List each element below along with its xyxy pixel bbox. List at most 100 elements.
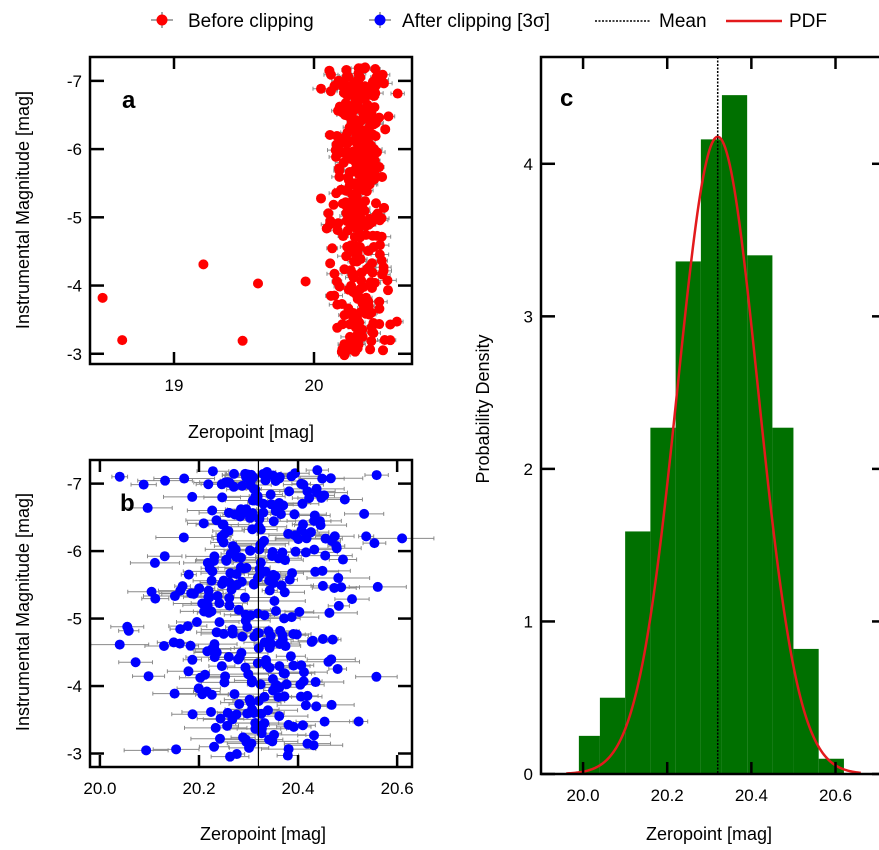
data-point [182, 621, 193, 632]
data-point [296, 660, 307, 671]
data-point [294, 606, 305, 617]
data-point [286, 471, 297, 482]
data-point [300, 700, 311, 711]
data-point [379, 202, 390, 213]
data-point [216, 531, 227, 542]
data-point [351, 76, 362, 87]
y-tick-label: -4 [67, 277, 82, 296]
data-point [279, 668, 290, 679]
data-point [114, 471, 125, 482]
data-point [269, 596, 280, 607]
data-point [278, 500, 289, 511]
data-point [268, 516, 279, 527]
data-point [365, 344, 376, 355]
data-point [215, 713, 226, 724]
y-tick-label: -5 [67, 208, 82, 227]
data-point [177, 581, 188, 592]
data-point [160, 475, 171, 486]
y-tick-label: -5 [67, 610, 82, 629]
data-point [376, 213, 387, 224]
data-point [332, 299, 343, 310]
data-point [252, 658, 263, 669]
data-point [283, 744, 294, 755]
data-point [207, 566, 218, 577]
data-point [360, 135, 371, 146]
data-point [358, 109, 369, 120]
data-point [382, 275, 393, 286]
data-point [244, 742, 255, 753]
data-point [279, 587, 290, 598]
data-point [280, 641, 291, 652]
data-point [352, 256, 363, 267]
data-point [254, 513, 265, 524]
data-point [325, 290, 336, 301]
data-point [159, 640, 170, 651]
histogram-bar [625, 531, 651, 774]
data-point [277, 547, 288, 558]
data-point [217, 519, 228, 530]
data-point [216, 661, 227, 672]
data-point [187, 654, 198, 665]
panel-b: 20.0 20.2 20.4 20.6 -3 -4 -5 -6 -7 b Zeropoint [… [13, 458, 435, 844]
data-point [355, 87, 366, 98]
data-point [224, 593, 235, 604]
data-point [261, 466, 272, 477]
panel-a-xlabel: Zeropoint [mag] [188, 422, 314, 442]
data-point [245, 545, 256, 556]
data-point [333, 218, 344, 229]
histogram-bar [650, 427, 676, 774]
data-point [374, 303, 385, 314]
data-point [255, 679, 266, 690]
data-point [329, 582, 340, 593]
data-point [327, 243, 338, 254]
data-point [352, 343, 363, 354]
data-point [254, 544, 265, 555]
data-point [258, 498, 269, 509]
data-point [240, 734, 251, 745]
data-point [315, 520, 326, 531]
data-point [371, 470, 382, 481]
data-point [367, 230, 378, 241]
data-point [348, 166, 359, 177]
data-point [392, 88, 403, 99]
panel-c-label: c [560, 85, 573, 112]
data-point [218, 628, 229, 639]
y-tick-label: -7 [67, 475, 82, 494]
data-point [371, 671, 382, 682]
data-point [377, 172, 388, 183]
data-point [239, 592, 250, 603]
data-point [341, 251, 352, 262]
y-tick-label: -4 [67, 677, 82, 696]
data-point [337, 554, 348, 565]
x-tick-label: 20.2 [182, 779, 215, 798]
panel-b-label: b [120, 490, 135, 517]
data-point [326, 535, 337, 546]
data-point [355, 63, 366, 74]
data-point [260, 566, 271, 577]
x-tick-label: 20.6 [819, 786, 852, 805]
panel-b-xlabel: Zeropoint [mag] [200, 824, 326, 844]
data-point [369, 538, 380, 549]
data-point [130, 657, 141, 668]
data-point [149, 557, 160, 568]
data-point [240, 662, 251, 673]
data-point [227, 624, 238, 635]
data-point [385, 335, 396, 346]
data-point [265, 630, 276, 641]
data-point [264, 734, 275, 745]
data-point [259, 718, 270, 729]
data-point [97, 292, 108, 303]
data-point [168, 637, 179, 648]
data-point [378, 265, 389, 276]
data-point [378, 78, 389, 89]
data-point [326, 654, 337, 665]
data-point [114, 639, 125, 650]
legend: Before clipping After clipping [3σ] Mean… [151, 11, 827, 32]
data-point [171, 744, 182, 755]
data-point [334, 165, 345, 176]
data-point [267, 550, 278, 561]
data-point [337, 344, 348, 355]
histogram-bar [700, 139, 722, 774]
data-point [281, 679, 292, 690]
